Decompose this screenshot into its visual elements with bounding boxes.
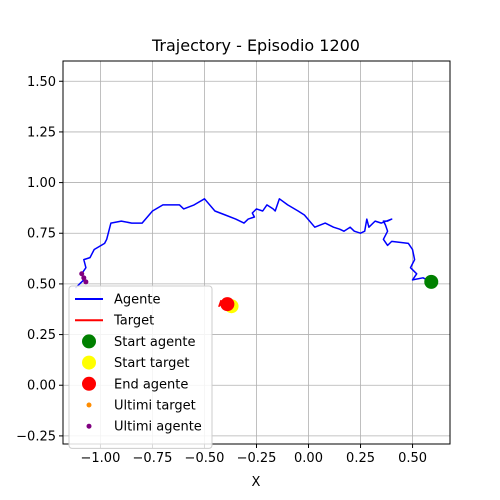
markers-layer: [79, 271, 439, 314]
legend-swatch-ultimi-target: [86, 402, 92, 408]
y-tick-label: 1.25: [27, 125, 56, 140]
point-ultimi-agente: [83, 279, 89, 285]
y-tick-label: 1.50: [27, 75, 56, 90]
legend-label-ultimi-agente: Ultimi agente: [114, 420, 202, 435]
point-ultimi-agente: [81, 275, 87, 281]
point-end-agente: [220, 297, 235, 312]
x-axis-label: X: [252, 475, 261, 490]
y-axis: −0.25 0.00 0.25 0.50 0.75 1.00 1.25 1.50: [16, 75, 63, 444]
legend: Agente Target Start agente Start target End …: [68, 285, 213, 449]
series-line-agente: [74, 198, 432, 289]
legend-swatch-ultimi-agente: [86, 423, 92, 429]
point-start-agente: [424, 274, 439, 289]
x-tick-label: −0.75: [133, 451, 173, 466]
x-axis: −1.00 −0.75 −0.50 −0.25 0.00 0.25 0.50: [81, 444, 427, 466]
legend-label-start-agente: Start agente: [114, 335, 195, 350]
y-tick-label: 1.00: [27, 176, 56, 191]
legend-label-start-target: Start target: [114, 356, 189, 371]
x-tick-label: −0.50: [185, 451, 225, 466]
x-tick-label: 0.50: [398, 451, 427, 466]
chart-title: Trajectory - Episodio 1200: [151, 36, 360, 55]
x-tick-label: −1.00: [81, 451, 121, 466]
point-ultimi-agente: [79, 271, 85, 277]
grid: [63, 61, 450, 444]
x-tick-label: 0.00: [294, 451, 323, 466]
legend-label-ultimi-target: Ultimi target: [114, 399, 196, 414]
y-tick-label: 0.75: [27, 227, 56, 242]
y-tick-label: −0.25: [16, 429, 56, 444]
legend-label-target: Target: [113, 314, 154, 329]
legend-frame: [68, 285, 213, 449]
y-tick-label: 0.50: [27, 277, 56, 292]
legend-label-end-agente: End agente: [114, 377, 188, 392]
legend-swatch-end-agente: [82, 376, 96, 391]
y-tick-label: 0.00: [27, 379, 56, 394]
legend-swatch-start-agente: [82, 334, 96, 349]
legend-label-agente: Agente: [114, 293, 160, 308]
y-tick-label: 0.25: [27, 328, 56, 343]
legend-swatch-start-target: [82, 355, 96, 370]
x-tick-label: 0.25: [346, 451, 375, 466]
x-tick-label: −0.25: [237, 451, 277, 466]
